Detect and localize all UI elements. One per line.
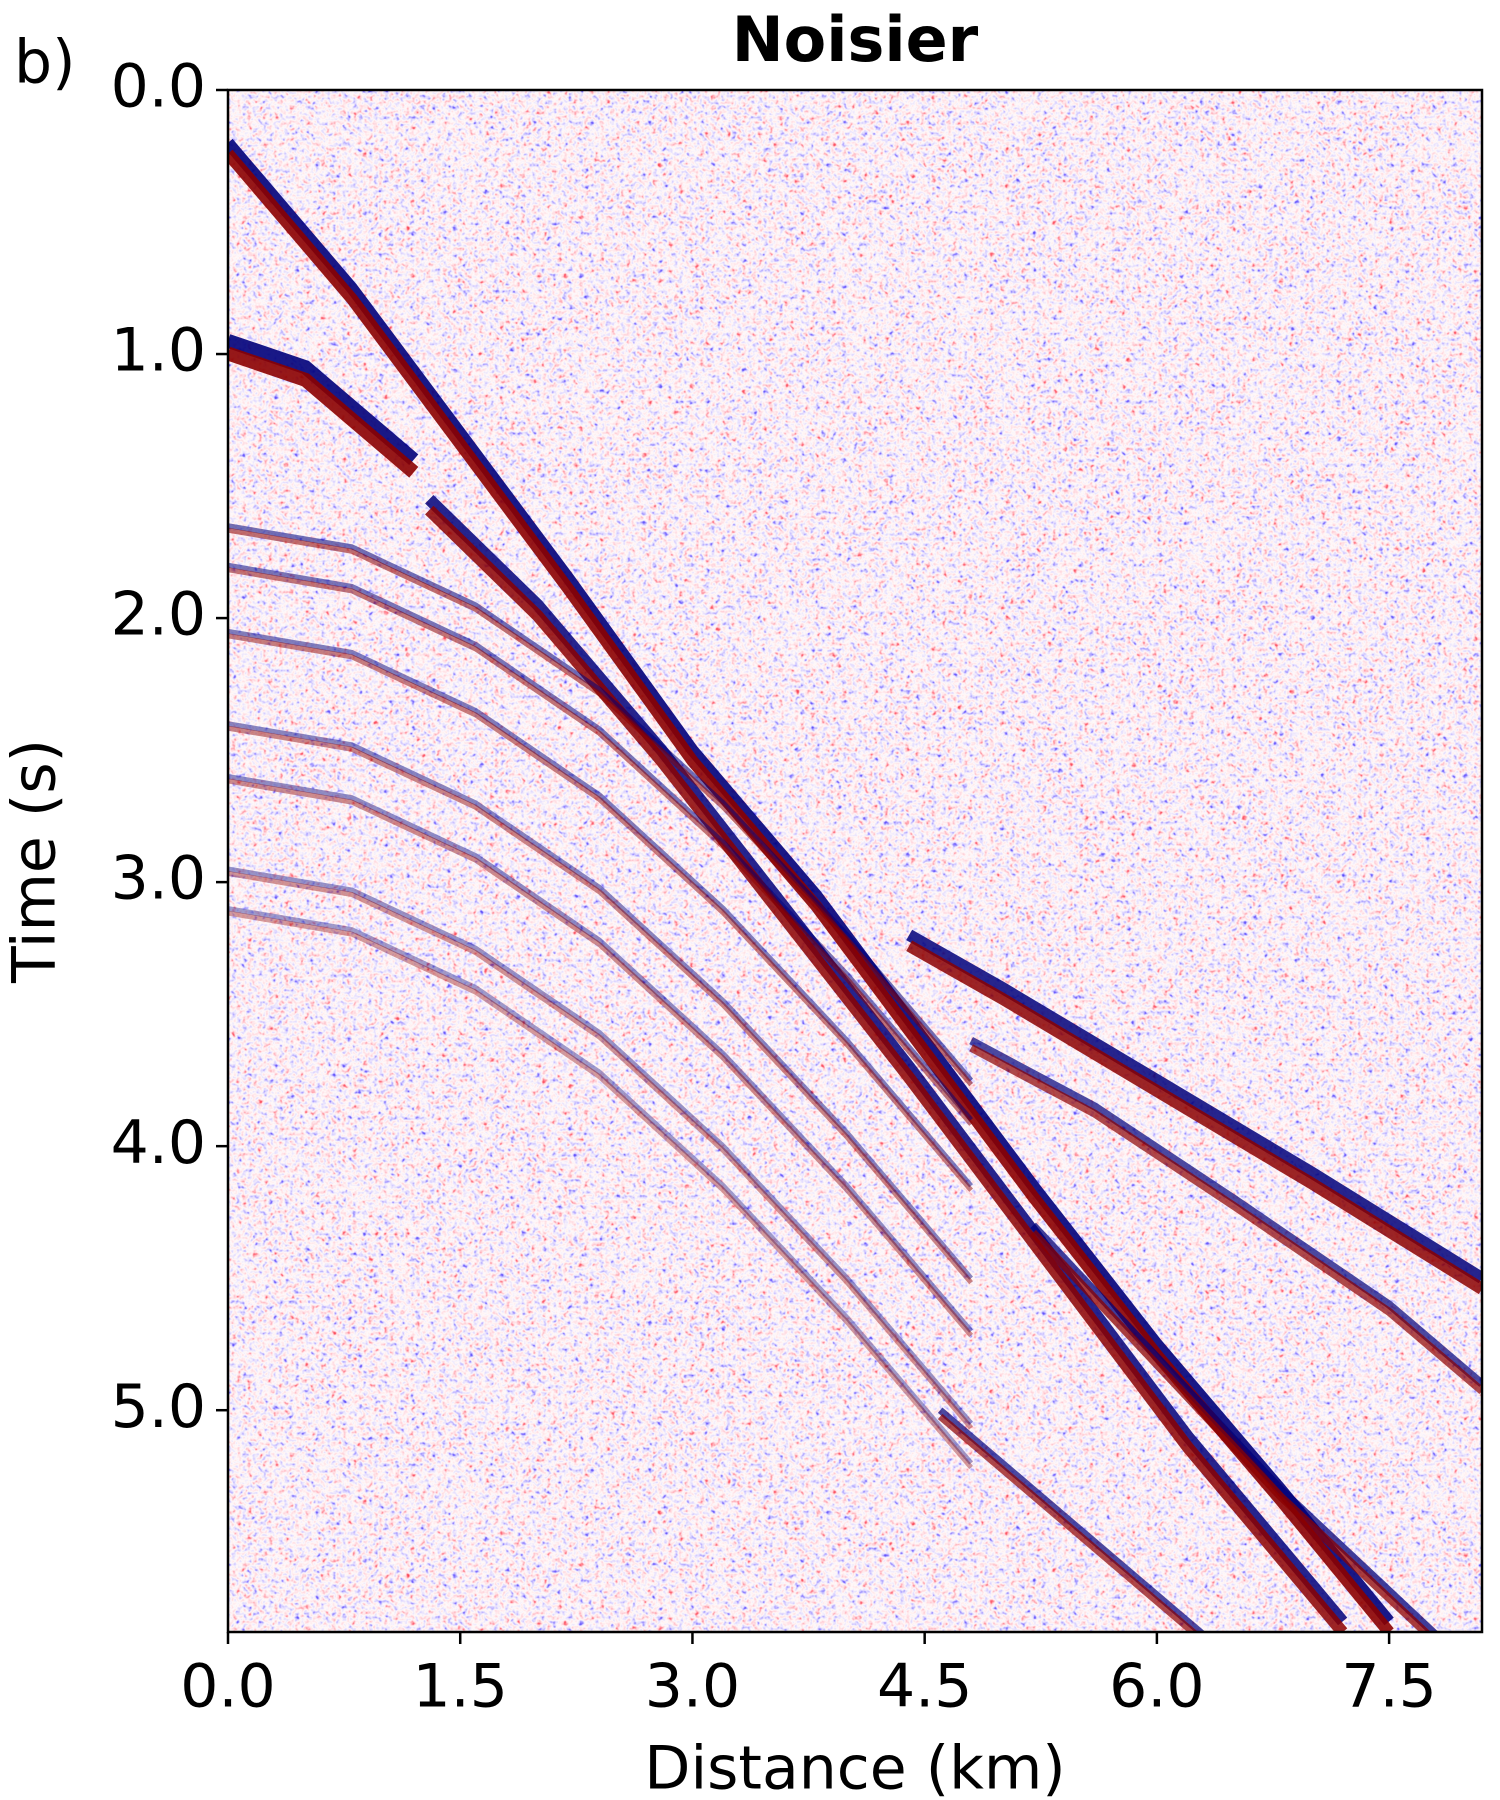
seismic-event (906, 929, 1482, 1284)
seismic-event (969, 1037, 1482, 1387)
seismic-event (228, 523, 974, 1082)
x-tick-label: 1.5 (413, 1652, 508, 1722)
seismic-event (228, 628, 974, 1188)
seismic-event (1030, 1222, 1439, 1632)
seismic-event (228, 910, 974, 1470)
plot-frame (226, 88, 1484, 1634)
seismic-event (228, 138, 1394, 1626)
seismic-event (1030, 1229, 1431, 1632)
seismic-event (937, 1413, 1199, 1632)
seismic-event (228, 334, 419, 465)
y-tick-label: 3.0 (111, 844, 206, 914)
x-tick-label: 6.0 (1109, 1652, 1204, 1722)
x-tick-label: 3.0 (645, 1652, 740, 1722)
seismic-event (228, 870, 974, 1430)
seismic-event (228, 906, 974, 1465)
y-tick-label: 0.0 (111, 52, 206, 122)
seismic-event (228, 774, 974, 1333)
seismic-event (906, 940, 1482, 1295)
x-tick-label: 0.0 (180, 1652, 275, 1722)
y-axis-label: Time (s) (0, 739, 70, 984)
chart-title: Noisier (732, 3, 979, 76)
seismic-event (228, 633, 974, 1192)
seismic-event (228, 866, 974, 1426)
y-tick-label: 1.0 (111, 316, 206, 386)
seismic-event (228, 725, 974, 1285)
y-tick-label: 4.0 (111, 1108, 206, 1178)
seismic-event (425, 505, 1348, 1632)
y-tick-label: 5.0 (111, 1372, 206, 1442)
seismic-event (969, 1044, 1482, 1395)
seismic-event (228, 562, 974, 1122)
x-axis-label: Distance (km) (644, 1734, 1065, 1800)
seismic-event (228, 567, 974, 1126)
noise-field (228, 90, 1482, 1632)
x-tick-label: 7.5 (1341, 1652, 1436, 1722)
x-tick-label: 4.5 (877, 1652, 972, 1722)
seismic-event (425, 494, 1348, 1626)
seismic-event (937, 1407, 1206, 1632)
seismic-event (228, 527, 974, 1087)
panel-label: b) (14, 28, 76, 98)
seismic-image (228, 90, 1482, 1632)
seismic-event (228, 778, 974, 1338)
y-tick-label: 2.0 (111, 580, 206, 650)
seismic-event (228, 721, 974, 1280)
seismic-event (228, 346, 419, 478)
